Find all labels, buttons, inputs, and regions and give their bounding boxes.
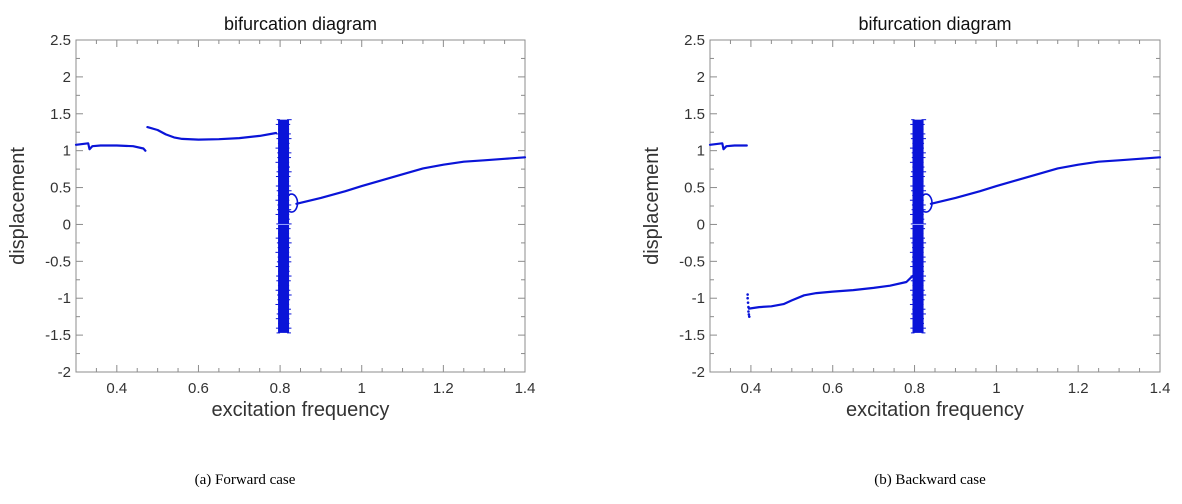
forward-y-tick-label: -1 — [58, 290, 71, 307]
backward-chart-title: bifurcation diagram — [858, 14, 1011, 34]
backward-plot-frame — [709, 39, 1161, 373]
forward-chaotic-band — [278, 119, 290, 333]
forward-y-tick-label: -2 — [58, 364, 71, 381]
backward-y-axis-label: displacement — [641, 147, 663, 265]
backward-scatter-point — [746, 293, 749, 296]
forward-x-tick-label: 1.4 — [515, 380, 536, 397]
backward-x-axis-label: excitation frequency — [846, 399, 1024, 421]
backward-scatter-point — [747, 315, 751, 318]
backward-y-tick-label: -0.5 — [679, 253, 705, 270]
backward-y-tick-label: -1 — [692, 290, 705, 307]
backward-scatter-point — [747, 305, 750, 309]
forward-plot-frame — [75, 39, 526, 373]
forward-orbit-loop — [284, 193, 299, 213]
backward-y-tick-label: -1.5 — [679, 327, 705, 344]
backward-y-tick-label: -2 — [692, 364, 705, 381]
backward-branch-3 — [929, 156, 1162, 205]
forward-x-tick-label: 0.6 — [188, 380, 209, 397]
forward-y-tick-label: 0.5 — [50, 180, 71, 197]
forward-y-tick-label: -1.5 — [45, 327, 71, 344]
forward-x-tick-label: 0.8 — [270, 380, 291, 397]
forward-y-tick-label: 2 — [63, 69, 71, 86]
backward-scatter-point — [747, 313, 751, 316]
backward-scatter-point — [746, 301, 750, 304]
backward-y-tick-label: 2.5 — [684, 32, 705, 49]
backward-y-tick-label: 1.5 — [684, 106, 705, 123]
forward-y-tick-label: 0 — [63, 216, 71, 233]
backward-x-tick-label: 1.4 — [1150, 380, 1171, 397]
backward-x-tick-label: 1.2 — [1068, 380, 1089, 397]
forward-y-axis-label: displacement — [7, 147, 29, 265]
forward-branch-2 — [146, 126, 278, 141]
forward-branch-1 — [74, 142, 147, 152]
backward-scatter-point — [746, 296, 749, 300]
forward-x-tick-label: 0.4 — [106, 380, 127, 397]
backward-chaotic-band — [912, 119, 924, 333]
forward-branch-3 — [295, 156, 527, 205]
caption-forward-case: (a) Forward case — [194, 472, 296, 488]
forward-x-axis-label: excitation frequency — [212, 399, 390, 421]
forward-y-tick-label: 1.5 — [50, 106, 71, 123]
forward-chart: 0.4 0.6 0.8 1 1.2 1.4 2.5 2 1.5 1 0.5 0 -0.5 -1 -1.5 -2… — [7, 14, 535, 421]
backward-x-tick-label: 1 — [992, 380, 1000, 397]
forward-y-tick-label: -0.5 — [45, 253, 71, 270]
backward-x-tick-label: 0.4 — [740, 380, 761, 397]
forward-chart-title: bifurcation diagram — [224, 14, 377, 34]
backward-chart: 0.4 0.6 0.8 1 1.2 1.4 2.5 2 1.5 1 0.5 0 -0.5 -1 -1.5 -2… — [641, 14, 1170, 421]
backward-y-tick-label: 0.5 — [684, 180, 705, 197]
backward-x-tick-label: 0.8 — [904, 380, 925, 397]
backward-branch-1 — [708, 142, 748, 151]
backward-x-tick-label: 0.6 — [822, 380, 843, 397]
backward-y-tick-label: 2 — [697, 69, 705, 86]
forward-y-tick-label: 1 — [63, 143, 71, 160]
backward-scatter-point — [747, 310, 750, 313]
backward-orbit-loop — [919, 193, 933, 213]
forward-x-tick-label: 1 — [358, 380, 366, 397]
backward-branch-2 — [747, 275, 914, 310]
caption-backward-case: (b) Backward case — [874, 472, 986, 488]
forward-x-tick-label: 1.2 — [433, 380, 454, 397]
forward-y-tick-label: 2.5 — [50, 32, 71, 49]
backward-y-tick-label: 1 — [697, 143, 705, 160]
backward-y-tick-label: 0 — [697, 216, 705, 233]
